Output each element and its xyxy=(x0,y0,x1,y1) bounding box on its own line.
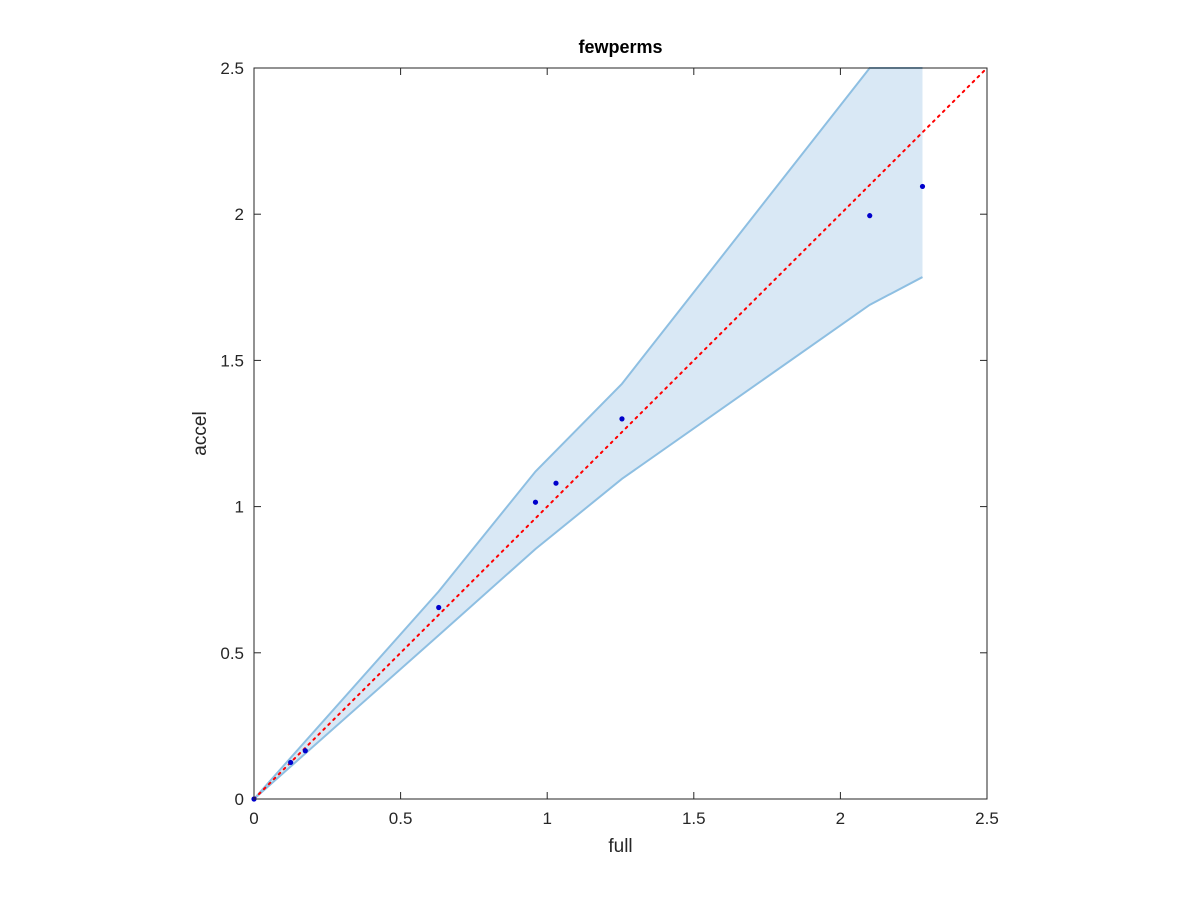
data-point xyxy=(919,183,926,190)
x-tick-label: 0.5 xyxy=(389,809,413,828)
y-axis-label: accel xyxy=(190,411,211,455)
data-point xyxy=(532,499,539,505)
x-tick-label: 0 xyxy=(249,809,258,828)
data-point xyxy=(436,604,442,611)
x-tick-label: 1 xyxy=(542,809,551,828)
axes-box xyxy=(253,67,988,800)
band-lower-line xyxy=(253,276,923,800)
x-tick-label: 2 xyxy=(836,809,845,828)
plot-area xyxy=(251,67,988,802)
data-point xyxy=(288,759,294,766)
ticks: 0 0.5 1 1.5 2 2.5 0 0.5 1 1.5 2 2.5 xyxy=(220,59,998,828)
x-axis-label: full xyxy=(608,836,632,857)
y-tick-label: 2 xyxy=(235,205,244,224)
reference-line xyxy=(253,67,988,800)
y-tick-label: 1 xyxy=(235,498,244,517)
y-tick-label: 1.5 xyxy=(220,351,244,370)
confidence-band xyxy=(254,68,923,799)
x-tick-label: 1.5 xyxy=(682,809,706,828)
data-point xyxy=(553,480,559,486)
data-point xyxy=(867,213,873,219)
data-point xyxy=(619,416,625,422)
y-tick-label: 0 xyxy=(235,790,244,809)
data-point xyxy=(302,748,308,754)
y-tick-label: 2.5 xyxy=(220,59,244,78)
y-tick-label: 0.5 xyxy=(220,644,244,663)
x-tick-label: 2.5 xyxy=(975,809,999,828)
chart-title: fewperms xyxy=(578,37,662,57)
